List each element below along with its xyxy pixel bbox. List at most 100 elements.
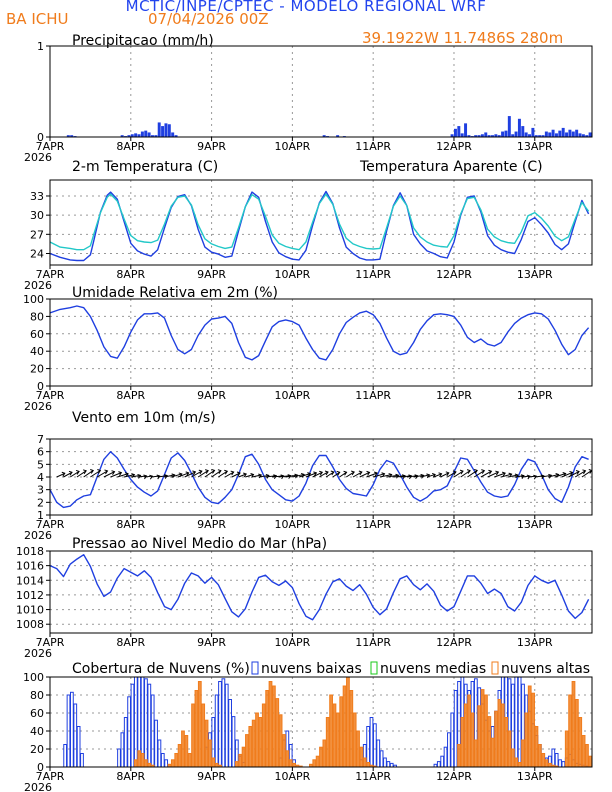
wind-vector-head [124, 472, 129, 477]
precip-bar [171, 132, 175, 137]
cloud-bar-low [447, 732, 451, 768]
wind-vector [393, 475, 406, 478]
wind-vector [366, 472, 378, 478]
precip-bar [531, 127, 535, 137]
cloud-bar-low [76, 726, 81, 768]
cloud-bar-high [275, 698, 280, 768]
cloud-bar-low [221, 678, 226, 768]
precip-bar [558, 130, 562, 137]
wind-vector [480, 470, 492, 478]
cloud-bar-high [490, 737, 495, 768]
press-xtick-label: 8APR [116, 636, 145, 649]
wind-vector-head [408, 474, 413, 480]
wind-vector [487, 471, 499, 478]
wind-vector-head [143, 474, 148, 480]
wind-xtick-label: 7APR [36, 518, 65, 531]
cloud-bar-high [578, 717, 583, 768]
cloud-bar-high [241, 746, 246, 768]
wind-vector-head [280, 474, 285, 480]
cloud-bar-low [133, 676, 138, 768]
wind-vector [164, 474, 175, 478]
cloud-bar-high [477, 705, 482, 768]
press-series-line-0 [49, 554, 590, 621]
cloud-legend-label-0: nuvens baixas [261, 661, 362, 677]
cloud-bar-high [325, 717, 330, 768]
precip-bar [507, 116, 511, 137]
wind-vector [251, 474, 262, 478]
wind-vector [527, 475, 537, 478]
precip-bar [581, 134, 585, 137]
wind-vector-head [205, 469, 209, 474]
press-frame [49, 550, 593, 634]
cloud-bar-high [258, 717, 263, 768]
wind-vector [90, 470, 101, 478]
wind-vector [110, 472, 122, 478]
wind-vector-head [438, 472, 443, 478]
wind-ytick-label: 6 [37, 446, 44, 459]
precip-xtick-label: 8APR [116, 140, 145, 153]
cloud-bar-high [147, 762, 152, 768]
temp-panel-title: 2-m Temperatura (C) [72, 159, 218, 175]
wind-vector [157, 475, 168, 478]
cloud-bar-high [191, 703, 195, 768]
precip-bar [150, 135, 154, 137]
cloud-bar-low [224, 683, 229, 768]
wind-vector-head [495, 470, 500, 476]
precip-bar [164, 123, 168, 137]
precip-bar [127, 135, 131, 137]
cloud-bar-low [450, 712, 455, 768]
cloud-bar-high [504, 717, 509, 768]
precip-bar [575, 129, 579, 137]
cloud-bar-low [558, 759, 562, 768]
cloud-bar-high [285, 750, 290, 768]
clouds-xtick-label: 11APR [355, 770, 391, 783]
cloud-bar-high [571, 681, 576, 768]
cloud-bar-low [147, 683, 152, 768]
cloud-bar-high [261, 703, 266, 768]
cloud-bar-high [585, 744, 589, 768]
wind-vector [177, 472, 189, 478]
press-ytick-label: 1014 [16, 574, 44, 587]
temp-ytick-label: 27 [30, 228, 44, 241]
wind-vector [339, 471, 347, 478]
cloud-bar-high [248, 726, 253, 768]
cloud-bar-low [436, 761, 441, 768]
wind-vector-head [192, 470, 197, 476]
cloud-bar-high [288, 759, 293, 768]
precip-bar [474, 135, 478, 137]
cloud-bar-high [144, 759, 148, 768]
precip-bar [484, 132, 488, 137]
cloud-bar-high [271, 685, 276, 768]
cloud-bar-high [339, 696, 344, 768]
cloud-bar-high [484, 694, 488, 768]
wind-vector [325, 471, 335, 478]
wind-vector-head [466, 469, 471, 474]
clouds-xtick-label: 9APR [197, 770, 226, 783]
precip-xtick-label: 7APR [36, 140, 65, 153]
precip-bar [551, 129, 555, 137]
wind-vector-head [548, 473, 553, 479]
precip-bar [457, 126, 461, 137]
wind-year-label: 2026 [24, 529, 52, 542]
wind-vector [352, 471, 363, 478]
cloud-bar-high [524, 712, 529, 768]
wind-vector [420, 474, 430, 478]
wind-vector-head [381, 472, 386, 478]
cloud-bar-high [335, 712, 340, 768]
wind-vector [150, 475, 160, 478]
wind-vector [406, 475, 418, 478]
precip-xtick-label: 12APR [436, 140, 472, 153]
precip-ytick-label: 0 [37, 131, 44, 144]
precip-bar [157, 122, 161, 137]
station-coords-label: 39.1922W 11.7486S 280m [362, 29, 564, 47]
cloud-bar-high [204, 719, 209, 768]
cloud-bar-high [329, 694, 333, 768]
wind-vector-head [224, 469, 229, 475]
rh-ytick-label: 20 [30, 363, 44, 376]
temp-xtick-label: 11APR [355, 268, 391, 281]
wind-vector-head [501, 471, 506, 477]
precip-bar [336, 135, 340, 137]
cloud-bar-high [245, 734, 249, 768]
wind-vector [494, 472, 506, 478]
cloud-bar-high [511, 748, 515, 768]
